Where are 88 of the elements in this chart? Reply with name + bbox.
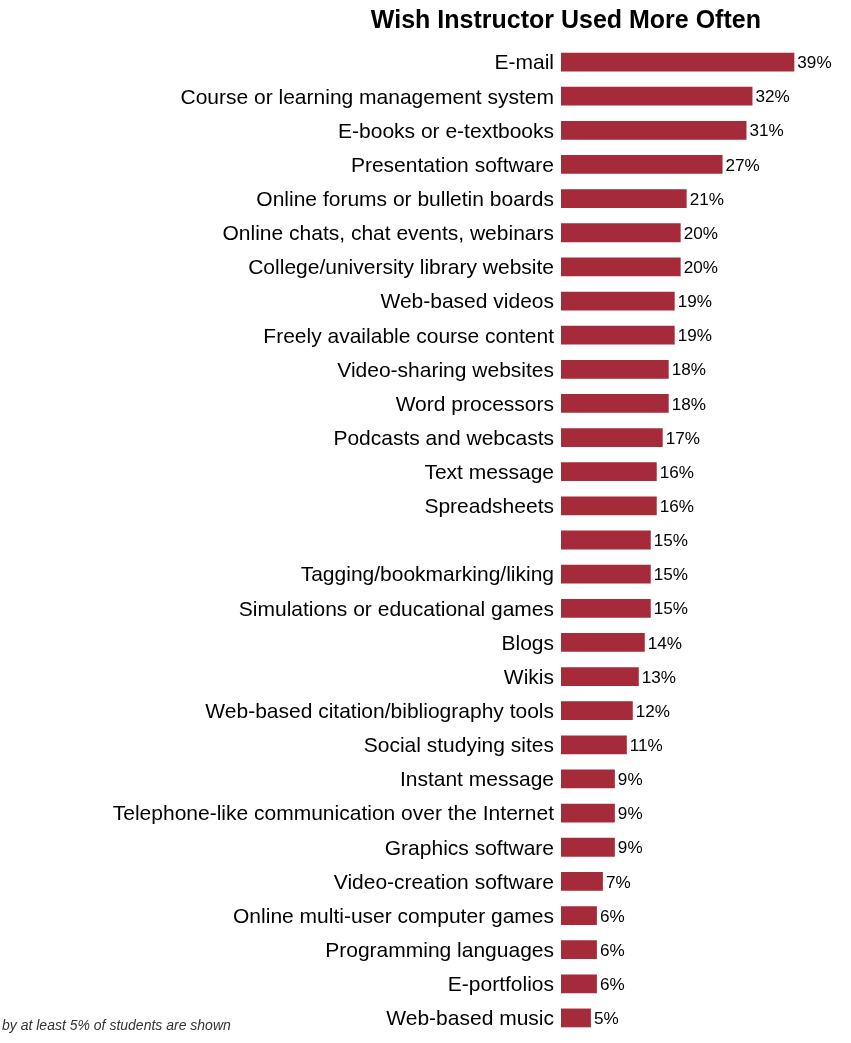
bar (561, 667, 639, 686)
data-label: 7% (605, 871, 631, 892)
bar (561, 394, 669, 413)
data-label: 21% (689, 188, 724, 209)
data-label: 18% (671, 359, 706, 380)
bar (561, 769, 615, 789)
bar (561, 496, 657, 516)
y-tick-label: Programming languages (325, 938, 554, 962)
data-label: 15% (653, 598, 689, 619)
bar (561, 974, 597, 994)
bar (561, 257, 681, 277)
data-label: 20% (683, 257, 718, 278)
data-label: 14% (647, 632, 683, 653)
y-tick-label: Online forums or bulletin boards (256, 186, 554, 210)
y-tick-label: Podcasts and webcasts (333, 425, 554, 449)
bar (561, 530, 651, 550)
data-label: 9% (617, 803, 643, 824)
bar (561, 1008, 591, 1028)
data-label: 32% (755, 86, 790, 107)
bar (561, 803, 615, 823)
data-label: 39% (797, 52, 832, 73)
bar (561, 462, 657, 482)
y-tick-label: Course or learning management system (180, 84, 554, 108)
y-tick-label: Wikis (503, 664, 554, 688)
bar (561, 701, 633, 721)
text: by at least 5% of students are shown (2, 1017, 232, 1033)
y-tick-label: Freely available course content (263, 323, 555, 347)
data-label: 31% (749, 120, 784, 141)
y-tick-label: Simulations or educational games (238, 596, 554, 620)
chart-title: Wish Instructor Used More Often (370, 4, 761, 33)
data-label: 15% (653, 564, 689, 585)
data-label: 15% (653, 530, 689, 551)
bar (561, 906, 597, 925)
y-tick-label: Spreadsheets (424, 494, 554, 518)
y-tick-label: Blogs (501, 630, 554, 654)
bar (561, 189, 687, 209)
y-tick-label: Web-based videos (380, 289, 554, 313)
y-tick-label: Presentation software (350, 152, 554, 176)
data-label: 27% (725, 154, 760, 175)
y-tick-label: Social studying sites (363, 733, 554, 757)
bar (561, 940, 597, 960)
bar (561, 291, 675, 311)
data-label: 9% (617, 837, 643, 858)
y-tick-label: E-books or e-textbooks (338, 118, 554, 142)
y-tick-label: E-portfolios (447, 972, 554, 996)
y-tick-label: Telephone-like communication over the Internet (112, 801, 555, 825)
bar (561, 359, 669, 379)
y-tick-label: Instant message (399, 767, 554, 791)
data-label: 11% (629, 734, 663, 755)
bar (561, 325, 675, 345)
y-tick-label: Tagging/bookmarking/liking (300, 562, 554, 586)
bar (561, 86, 753, 106)
y-tick-label: College/university library website (248, 255, 554, 279)
y-tick-label: Online multi-user computer games (233, 903, 554, 927)
y-tick-label: Text message (424, 460, 554, 484)
bar (561, 120, 747, 140)
data-label: 20% (683, 222, 718, 243)
data-label: 13% (641, 666, 677, 687)
data-label: 9% (617, 769, 643, 790)
data-label: 16% (659, 461, 695, 482)
bar (561, 155, 723, 174)
data-label: 19% (677, 291, 712, 312)
bar (561, 633, 645, 652)
bar (561, 52, 795, 72)
bar (561, 428, 663, 447)
y-tick-label: Web-based music (386, 1006, 554, 1030)
y-tick-label: E-mail (494, 50, 554, 74)
data-label: 6% (599, 973, 625, 994)
data-label: 16% (659, 495, 695, 516)
data-label: 5% (593, 1008, 619, 1029)
y-tick-label: Word processors (395, 391, 554, 415)
bar (561, 598, 651, 618)
data-label: 6% (599, 939, 625, 960)
data-label: 17% (665, 427, 700, 448)
data-label: 18% (671, 393, 706, 414)
y-tick-label: Graphics software (384, 835, 554, 859)
bar (561, 735, 627, 755)
bar (561, 564, 651, 584)
y-tick-label: Online chats, chat events, webinars (222, 221, 554, 245)
bar (561, 223, 681, 243)
bar (561, 837, 615, 857)
data-label: 12% (635, 700, 671, 721)
bar (561, 871, 603, 891)
y-tick-label: Video-creation software (333, 869, 554, 893)
y-tick-label: Video-sharing websites (337, 357, 554, 381)
data-label: 6% (599, 905, 625, 926)
data-label: 19% (677, 325, 712, 346)
y-tick-label: Web-based citation/bibliography tools (205, 699, 554, 723)
